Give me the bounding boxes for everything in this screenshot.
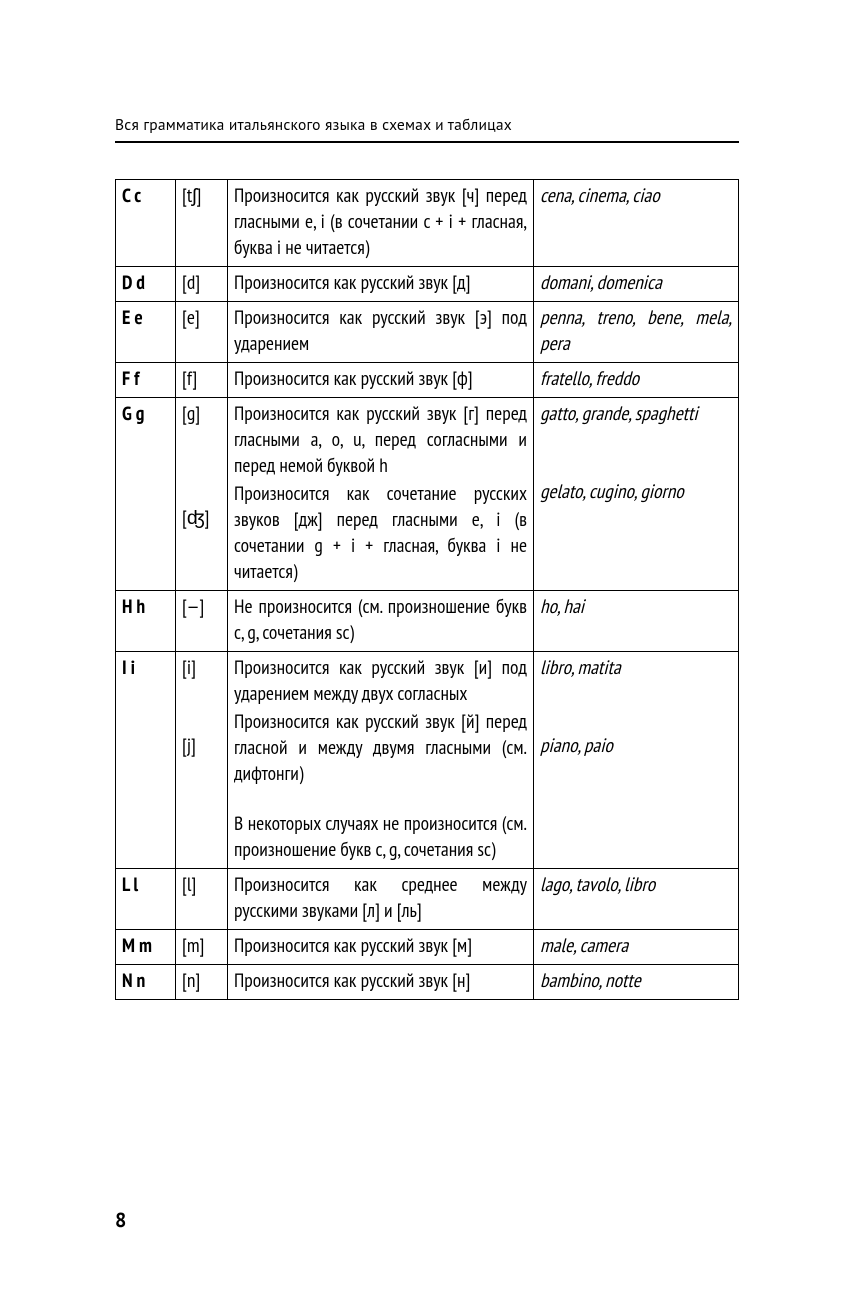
table-row: M m [m] Произносится как русский звук [м… xyxy=(116,930,739,965)
cell-letter: L l xyxy=(116,869,176,930)
examples-variant: libro, matita xyxy=(540,655,732,681)
ipa-variant: [ʤ] xyxy=(182,505,221,531)
cell-ipa: [d] xyxy=(176,267,228,302)
examples-variant: piano, paio xyxy=(540,733,732,759)
cell-ipa: [g] [ʤ] xyxy=(176,398,228,591)
cell-examples: cena, cinema, ciao xyxy=(534,180,739,267)
cell-desc: Не произносится (см. произно­шение букв … xyxy=(228,591,534,652)
cell-desc: Произносится как русский звук [ф] xyxy=(228,363,534,398)
cell-ipa: [m] xyxy=(176,930,228,965)
examples-variant: gatto, grande, spaghetti xyxy=(540,401,732,427)
cell-letter: F f xyxy=(116,363,176,398)
cell-examples: domani, domenica xyxy=(534,267,739,302)
cell-desc: Произносится как русский звук [э] под уд… xyxy=(228,302,534,363)
cell-desc: Произносится как среднее между русскими … xyxy=(228,869,534,930)
table-row: E e [e] Произносится как русский звук [э… xyxy=(116,302,739,363)
cell-desc: Произносится как русский звук [и] под уд… xyxy=(228,652,534,869)
cell-examples: lago, tavolo, libro xyxy=(534,869,739,930)
cell-examples: libro, matita piano, paio xyxy=(534,652,739,869)
desc-variant: Произносится как русский звук [й] перед … xyxy=(234,709,527,787)
cell-letter: I i xyxy=(116,652,176,869)
pronunciation-table: C c [tʃ] Произносится как русский звук [… xyxy=(115,179,739,1000)
desc-variant: Произносится как сочетание рус­ских звук… xyxy=(234,481,527,585)
cell-examples: ho, hai xyxy=(534,591,739,652)
cell-ipa: [i] [j] xyxy=(176,652,228,869)
cell-examples: fratello, freddo xyxy=(534,363,739,398)
cell-letter: E e xyxy=(116,302,176,363)
cell-examples: male, camera xyxy=(534,930,739,965)
table-row: G g [g] [ʤ] Произносится как русский зву… xyxy=(116,398,739,591)
cell-letter: C c xyxy=(116,180,176,267)
cell-examples: bambino, notte xyxy=(534,965,739,1000)
cell-desc: Произносится как русский звук [ч] перед … xyxy=(228,180,534,267)
table-row: D d [d] Произносится как русский звук [д… xyxy=(116,267,739,302)
cell-ipa: [n] xyxy=(176,965,228,1000)
table-row: F f [f] Произносится как русский звук [ф… xyxy=(116,363,739,398)
cell-desc: Произносится как русский звук [д] xyxy=(228,267,534,302)
desc-variant: Произносится как русский звук [и] под уд… xyxy=(234,655,527,707)
page-number: 8 xyxy=(115,1207,126,1233)
cell-ipa: [e] xyxy=(176,302,228,363)
running-head: Вся грамматика итальянского языка в схем… xyxy=(115,115,739,143)
cell-letter: H h xyxy=(116,591,176,652)
cell-desc: Произносится как русский звук [г] перед … xyxy=(228,398,534,591)
cell-ipa: [f] xyxy=(176,363,228,398)
desc-variant: Произносится как русский звук [г] перед … xyxy=(234,401,527,479)
examples-variant: gelato, cugino, giorno xyxy=(540,479,732,505)
ipa-variant: [g] xyxy=(182,401,221,427)
table-row: C c [tʃ] Произносится как русский звук [… xyxy=(116,180,739,267)
desc-variant: В некоторых случаях не произно­сится (см… xyxy=(234,811,527,863)
cell-letter: N n xyxy=(116,965,176,1000)
cell-examples: penna, treno, bene, mela, pera xyxy=(534,302,739,363)
cell-ipa: [l] xyxy=(176,869,228,930)
ipa-variant: [i] xyxy=(182,655,221,681)
cell-letter: M m xyxy=(116,930,176,965)
table-row: L l [l] Произносится как среднее между р… xyxy=(116,869,739,930)
cell-desc: Произносится как русский звук [м] xyxy=(228,930,534,965)
cell-desc: Произносится как русский звук [н] xyxy=(228,965,534,1000)
ipa-variant: [j] xyxy=(182,733,221,759)
cell-letter: D d xyxy=(116,267,176,302)
cell-ipa: [—] xyxy=(176,591,228,652)
page: Вся грамматика итальянского языка в схем… xyxy=(0,0,844,1311)
cell-examples: gatto, grande, spaghetti gelato, cugino,… xyxy=(534,398,739,591)
table-row: N n [n] Произносится как русский звук [н… xyxy=(116,965,739,1000)
cell-letter: G g xyxy=(116,398,176,591)
table-row: I i [i] [j] Произносится как русский зву… xyxy=(116,652,739,869)
table-row: H h [—] Не произносится (см. произно­шен… xyxy=(116,591,739,652)
cell-ipa: [tʃ] xyxy=(176,180,228,267)
